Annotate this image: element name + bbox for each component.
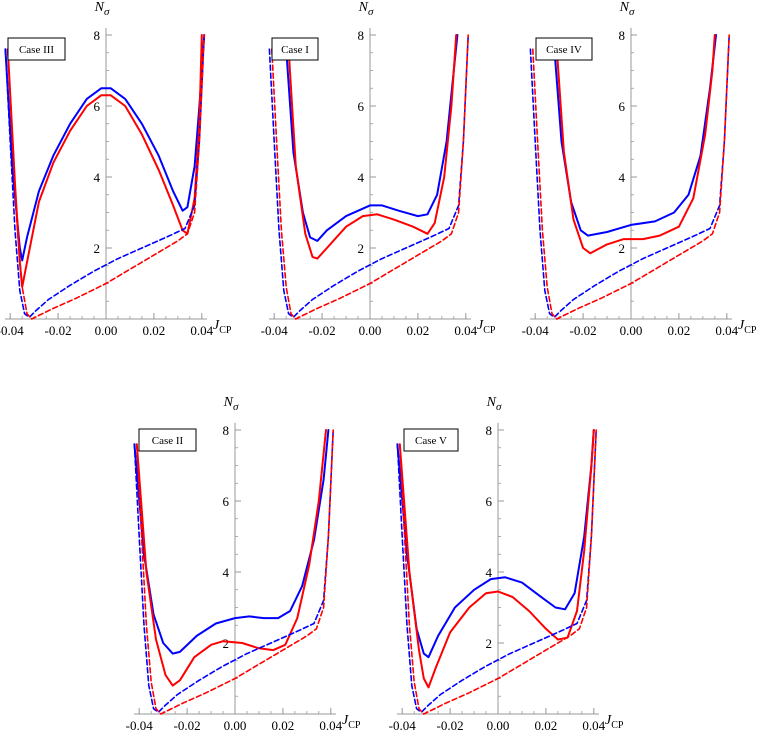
y-axis-title: Nσ xyxy=(223,395,239,413)
y-tick-label: 2 xyxy=(94,241,101,256)
x-tick-label: -0.04 xyxy=(389,718,417,731)
y-tick-label: 4 xyxy=(223,565,230,580)
x-tick-label: 0.00 xyxy=(359,323,382,338)
red-dashed-series-line xyxy=(136,429,334,715)
x-tick-label: -0.04 xyxy=(126,718,154,731)
red-solid-series-line xyxy=(398,429,595,689)
x-axis-title: JCP xyxy=(605,713,624,731)
x-tick-label: 0.04 xyxy=(582,718,605,731)
case-label: Case III xyxy=(19,44,54,56)
y-tick-label: 6 xyxy=(486,494,493,509)
x-tick-label: -0.04 xyxy=(261,323,289,338)
blue-dashed-series-line xyxy=(4,34,205,318)
blue-solid-series-line xyxy=(285,34,459,242)
x-tick-label: -0.02 xyxy=(570,323,597,338)
y-tick-label: 8 xyxy=(223,423,230,438)
blue-solid-series-line xyxy=(396,429,595,659)
red-dashed-series-line xyxy=(532,34,730,320)
chart-panel-2: -0.04 -0.02 0.00 0.02 0.04 2 4 6 8 Nσ JCP Case I xyxy=(261,0,496,338)
red-solid-series-line xyxy=(6,34,203,289)
case-label-box xyxy=(138,428,197,452)
y-tick-label: 8 xyxy=(94,28,101,43)
y-axis-title: Nσ xyxy=(358,0,374,18)
y-axis-title: Nσ xyxy=(486,395,502,413)
chart-panel-3: -0.04 -0.02 0.00 0.02 0.04 2 4 6 8 Nσ JCP Case IV xyxy=(522,0,757,338)
blue-dashed-series-line xyxy=(133,429,334,713)
red-dashed-series-line xyxy=(271,34,469,320)
chart-panel-5: -0.04 -0.02 0.00 0.02 0.04 2 4 6 8 Nσ JCP Case V xyxy=(389,395,624,731)
x-tick-label: 0.02 xyxy=(143,323,166,338)
red-dashed-series-line xyxy=(399,429,597,715)
red-solid-series-line xyxy=(287,34,458,260)
y-tick-label: 4 xyxy=(358,170,365,185)
y-axis-title: Nσ xyxy=(94,0,110,18)
case-label-box xyxy=(271,37,319,61)
case-label: Case II xyxy=(152,435,184,447)
red-solid-series-line xyxy=(135,429,327,687)
x-tick-label: 0.02 xyxy=(668,323,691,338)
y-tick-label: 2 xyxy=(223,636,230,651)
case-label: Case V xyxy=(415,435,447,447)
case-label-box xyxy=(535,37,593,61)
y-tick-label: 6 xyxy=(94,99,101,114)
case-label: Case I xyxy=(281,44,309,56)
red-dashed-series-line xyxy=(7,34,205,320)
blue-dashed-series-line xyxy=(396,429,597,713)
red-solid-series-line xyxy=(555,34,716,255)
y-tick-label: 2 xyxy=(486,636,493,651)
y-tick-label: 8 xyxy=(619,28,626,43)
y-tick-label: 4 xyxy=(94,170,101,185)
chart-panel-4: -0.04 -0.02 0.00 0.02 0.04 2 4 6 8 Nσ JCP Case II xyxy=(126,395,361,731)
y-tick-label: 8 xyxy=(486,423,493,438)
y-tick-label: 6 xyxy=(358,99,365,114)
x-axis-title: JCP xyxy=(342,713,361,731)
blue-solid-series-line xyxy=(4,34,206,262)
x-tick-label: 0.02 xyxy=(272,718,295,731)
x-tick-label: 0.00 xyxy=(620,323,643,338)
case-label-box xyxy=(403,428,459,452)
x-tick-label: -0.02 xyxy=(437,718,464,731)
y-tick-label: 4 xyxy=(486,565,493,580)
y-tick-label: 2 xyxy=(619,241,626,256)
x-tick-label: 0.04 xyxy=(454,323,477,338)
blue-solid-series-line xyxy=(133,429,330,655)
y-tick-label: 2 xyxy=(358,241,365,256)
x-axis-title: JCP xyxy=(477,318,496,336)
x-tick-label: -0.04 xyxy=(0,323,24,338)
y-tick-label: 8 xyxy=(358,28,365,43)
chart-panel-1: -0.04 -0.02 0.00 0.02 0.04 2 4 6 8 Nσ JCP Case III xyxy=(0,0,232,338)
x-tick-label: -0.02 xyxy=(45,323,72,338)
blue-dashed-series-line xyxy=(268,34,469,318)
x-axis-title: JCP xyxy=(738,318,757,336)
x-axis-title: JCP xyxy=(213,318,232,336)
x-tick-label: -0.02 xyxy=(174,718,201,731)
blue-dashed-series-line xyxy=(529,34,730,318)
y-tick-label: 6 xyxy=(619,99,626,114)
blue-solid-series-line xyxy=(553,34,717,237)
x-tick-label: 0.02 xyxy=(535,718,558,731)
case-label: Case IV xyxy=(546,44,582,56)
x-tick-label: 0.00 xyxy=(95,323,118,338)
x-tick-label: -0.02 xyxy=(309,323,336,338)
y-tick-label: 6 xyxy=(223,494,230,509)
x-tick-label: 0.04 xyxy=(319,718,342,731)
x-tick-label: 0.00 xyxy=(224,718,247,731)
x-tick-label: 0.04 xyxy=(190,323,213,338)
y-tick-label: 4 xyxy=(619,170,626,185)
x-tick-label: 0.00 xyxy=(487,718,510,731)
y-axis-title: Nσ xyxy=(619,0,635,18)
x-tick-label: 0.02 xyxy=(407,323,430,338)
x-tick-label: -0.04 xyxy=(522,323,550,338)
x-tick-label: 0.04 xyxy=(715,323,738,338)
case-label-box xyxy=(7,37,66,61)
